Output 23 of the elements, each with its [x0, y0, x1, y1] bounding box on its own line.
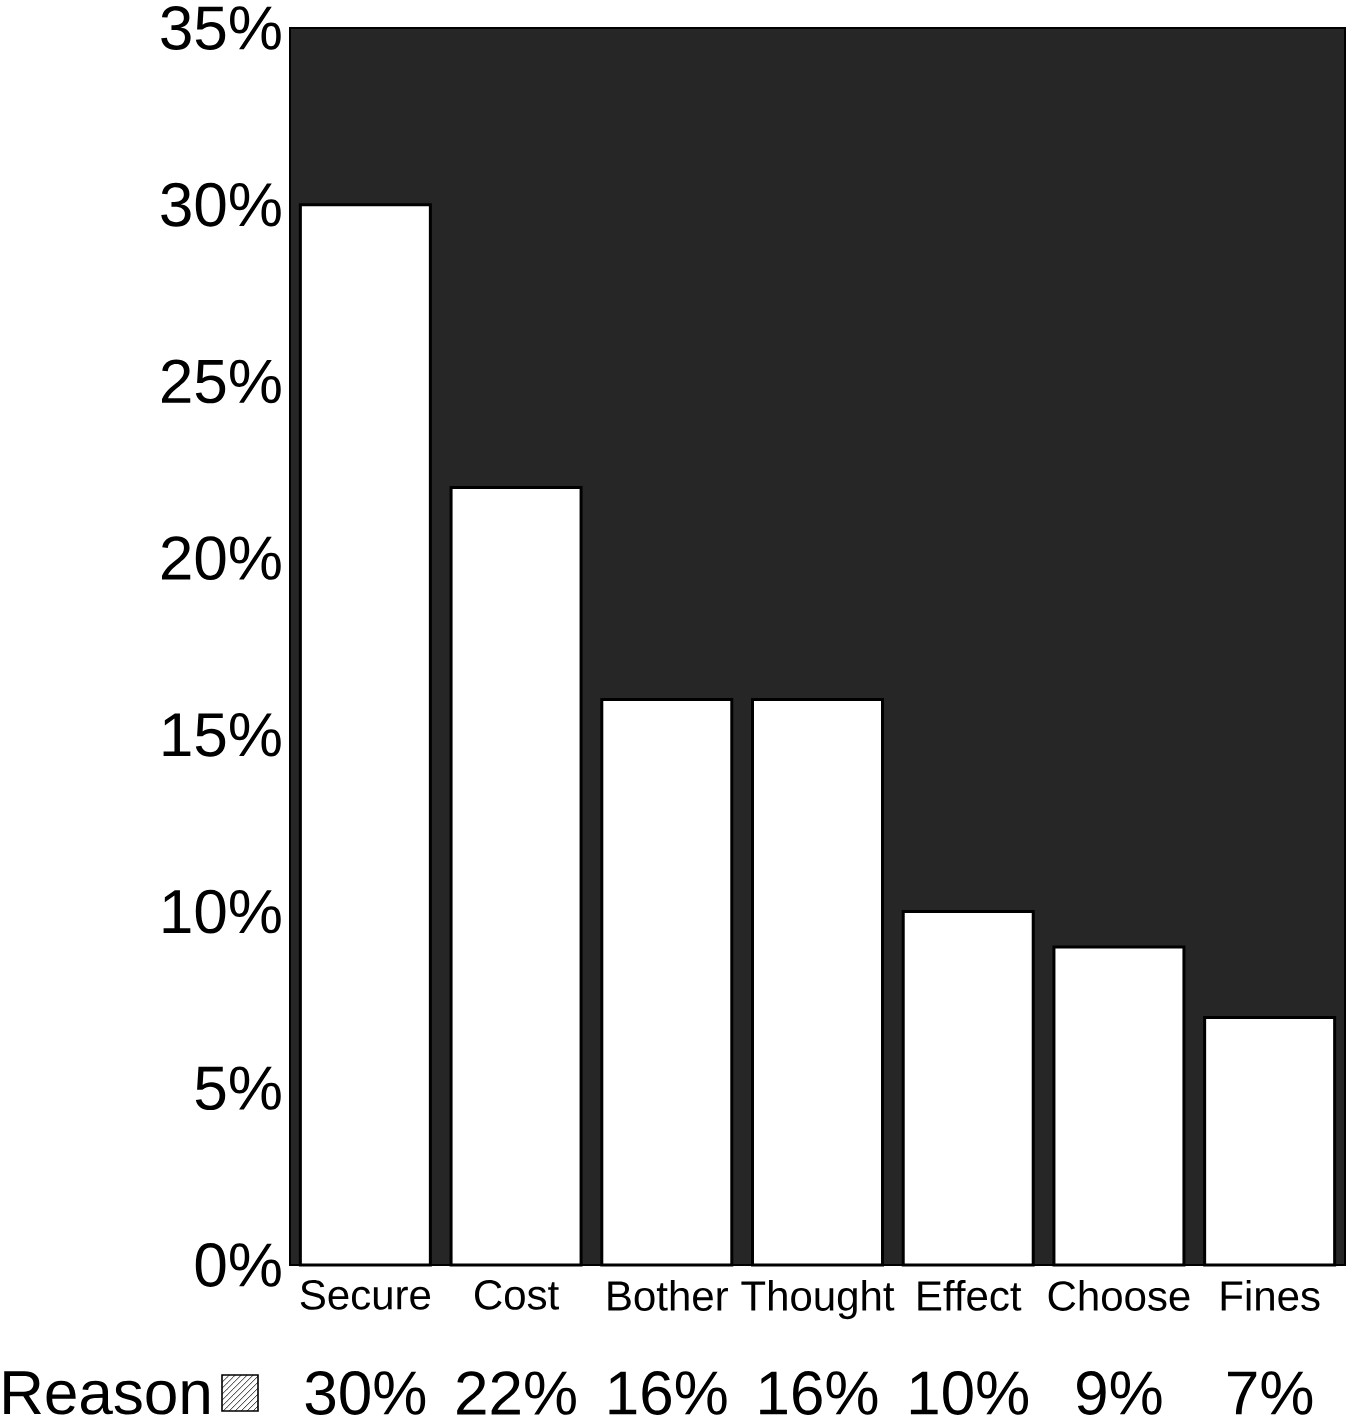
legend-label: Reason	[4, 1371, 209, 1415]
y-tick-label: 30%	[161, 182, 281, 227]
x-tick-label: Secure	[300, 1280, 431, 1310]
y-tick-label: 15%	[163, 713, 281, 757]
y-tick-label: 20%	[161, 536, 281, 581]
y-tick-label: 10%	[163, 889, 281, 934]
x-tick-label: Choose	[1048, 1280, 1190, 1311]
data-label: 10%	[910, 1371, 1029, 1415]
data-label: 9%	[1077, 1371, 1162, 1415]
y-tick-label: 25%	[161, 359, 281, 404]
data-label: 30%	[305, 1371, 426, 1415]
y-tick-label: 5%	[195, 1066, 281, 1111]
data-label: 16%	[609, 1371, 727, 1415]
y-tick-label: 35%	[161, 6, 281, 50]
x-tick-label: Cost	[475, 1280, 559, 1310]
x-tick-label: Effect	[918, 1280, 1022, 1311]
data-label: 22%	[457, 1371, 576, 1415]
x-tick-label: Thought	[741, 1280, 895, 1320]
x-tick-label: Bother	[608, 1280, 728, 1311]
x-tick-label: Fines	[1221, 1280, 1320, 1311]
data-label: 16%	[760, 1371, 878, 1415]
data-label: 7%	[1228, 1371, 1313, 1415]
y-tick-label: 0%	[195, 1243, 281, 1287]
